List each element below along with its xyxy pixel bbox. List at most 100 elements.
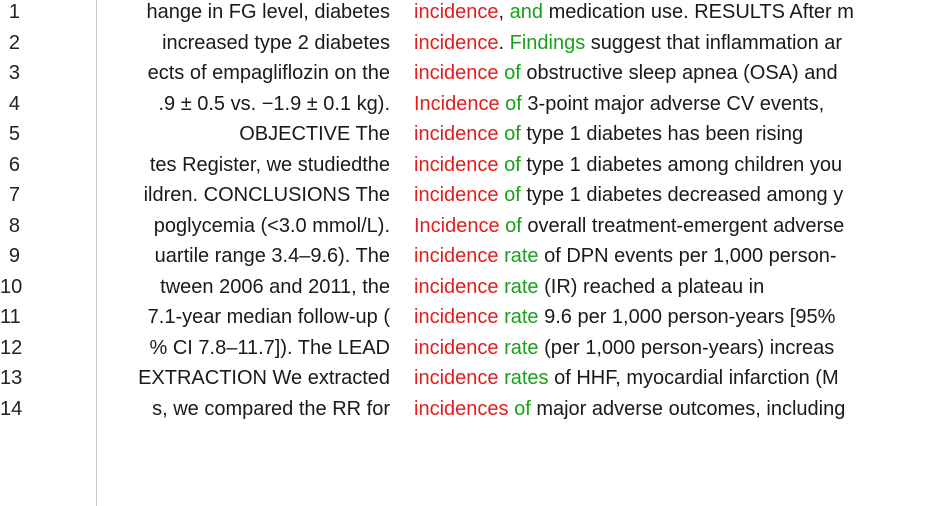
keyword: incidence — [414, 123, 499, 145]
line-number: 13 — [0, 367, 23, 389]
left-context-text: OBJECTIVE The — [239, 123, 390, 145]
right-context: suggest that inflammation ar — [585, 31, 843, 54]
keyword-context: incidence of type 1 diabetes decreased a… — [414, 180, 945, 210]
left-context-text: increased type 2 diabetes — [162, 31, 390, 54]
line-number: 3 — [8, 62, 20, 84]
line-number: 9 — [8, 245, 20, 267]
right-context: overall treatment-emergent adverse — [521, 214, 845, 237]
concordance-line[interactable]: 14 s, we compared the RR for incidences of… — [0, 394, 945, 424]
right-context: medication use. RESULTS After m — [543, 1, 854, 23]
left-context-text: tes Register, we studiedthe — [149, 153, 390, 176]
keyword-context: incidence rate of DPN events per 1,000 p… — [414, 241, 945, 271]
keyword: incidences — [414, 397, 509, 420]
concordance-line[interactable]: 3 ects of empagliflozin on the incidence o… — [0, 58, 945, 88]
line-number: 8 — [8, 214, 20, 237]
line-number: 2 — [8, 31, 20, 54]
collocate: rate — [498, 336, 539, 359]
line-number: 11 — [0, 306, 21, 328]
collocate: rates — [498, 367, 549, 389]
right-context: type 1 diabetes decreased among y — [520, 184, 844, 206]
keyword-context: Incidence of overall treatment-emergent … — [414, 211, 945, 241]
line-number: 5 — [8, 123, 20, 145]
left-context: hange in FG level, diabetes — [97, 0, 391, 27]
collocate: of — [498, 153, 521, 176]
keyword: Incidence — [414, 214, 500, 237]
right-context: major adverse outcomes, including — [530, 397, 846, 420]
collocate: rate — [498, 245, 539, 267]
right-context: of DPN events per 1,000 person- — [538, 245, 837, 267]
concordance-line[interactable]: 1 hange in FG level, diabetes incidence, a… — [0, 0, 945, 27]
right-context: type 1 diabetes among children you — [520, 153, 843, 176]
keyword-context: Incidence of 3-point major adverse CV ev… — [414, 89, 945, 119]
left-context: tes Register, we studiedthe — [97, 150, 390, 180]
line-number: 7 — [8, 184, 20, 206]
right-context: (per 1,000 person-years) increas — [538, 336, 835, 359]
collocate: of — [498, 123, 521, 145]
keyword: incidence — [414, 1, 499, 23]
left-context-text: hange in FG level, diabetes — [146, 1, 391, 23]
collocate: of — [499, 92, 522, 115]
line-number: 4 — [8, 92, 20, 115]
concordance-line[interactable]: 8 poglycemia (<3.0 mmol/L). Incidence of o… — [0, 211, 945, 241]
keyword: incidence — [414, 367, 499, 389]
line-number: 12 — [0, 336, 23, 359]
keyword: incidence — [414, 62, 499, 84]
right-context: 9.6 per 1,000 person-years [95% — [538, 306, 836, 328]
concordance-line[interactable]: 13 EXTRACTION We extracted incidence rates… — [0, 363, 945, 393]
keyword-context: incidence, and medication use. RESULTS A… — [414, 0, 945, 27]
keyword: incidence — [414, 245, 499, 267]
collocate: , and — [498, 1, 544, 23]
keyword-context: incidence of obstructive sleep apnea (OS… — [414, 58, 945, 88]
concordance-line[interactable]: 6 tes Register, we studiedthe incidence of… — [0, 150, 945, 180]
collocate: of — [499, 214, 522, 237]
left-context-text: poglycemia (<3.0 mmol/L). — [153, 214, 390, 237]
left-context: 7.1-year median follow-up ( — [97, 302, 390, 332]
concordance-line[interactable]: 2 increased type 2 diabetes incidence. Fin… — [0, 28, 945, 58]
line-number: 1 — [8, 1, 20, 23]
left-context: ects of empagliflozin on the — [97, 58, 390, 88]
left-context: s, we compared the RR for — [97, 394, 390, 424]
collocate: rate — [498, 275, 539, 298]
concordance-line[interactable]: 12 % CI 7.8–11.7]). The LEAD incidence rat… — [0, 333, 945, 363]
concordance-line[interactable]: 7 ildren. CONCLUSIONS The incidence of typ… — [0, 180, 945, 210]
concordance-line[interactable]: 4 .9 ± 0.5 vs. −1.9 ± 0.1 kg). Incidence o… — [0, 89, 945, 119]
line-number: 6 — [8, 153, 20, 176]
keyword-context: incidence rates of HHF, myocardial infar… — [414, 363, 945, 393]
keyword-context: incidence of type 1 diabetes has been ri… — [414, 119, 945, 149]
left-context-text: % CI 7.8–11.7]). The LEAD — [149, 336, 391, 359]
left-context-text: .9 ± 0.5 vs. −1.9 ± 0.1 kg). — [158, 92, 390, 115]
left-context: uartile range 3.4–9.6). The — [97, 241, 390, 271]
keyword: incidence — [414, 275, 499, 298]
line-number: 10 — [0, 275, 23, 298]
concordance-line[interactable]: 9 uartile range 3.4–9.6). The incidence ra… — [0, 241, 945, 271]
left-context: tween 2006 and 2011, the — [97, 272, 390, 302]
line-number: 14 — [0, 397, 23, 420]
concordance-line[interactable]: 10 tween 2006 and 2011, the incidence rate… — [0, 272, 945, 302]
keyword-context: incidence rate 9.6 per 1,000 person-year… — [414, 302, 945, 332]
right-context: type 1 diabetes has been rising — [520, 123, 804, 145]
left-context: ildren. CONCLUSIONS The — [97, 180, 390, 210]
keyword: incidence — [414, 153, 499, 176]
concordance-line[interactable]: 5 OBJECTIVE The incidence of type 1 diabet… — [0, 119, 945, 149]
keyword: incidence — [414, 31, 499, 54]
collocate: of — [508, 397, 531, 420]
keyword-context: incidence rate (IR) reached a plateau in — [414, 272, 945, 302]
column-divider — [96, 0, 97, 506]
right-context: (IR) reached a plateau in — [538, 275, 765, 298]
concordance-line[interactable]: 11 7.1-year median follow-up ( incidence r… — [0, 302, 945, 332]
left-context-text: tween 2006 and 2011, the — [160, 275, 390, 298]
left-context-text: 7.1-year median follow-up ( — [147, 306, 390, 328]
left-context-text: uartile range 3.4–9.6). The — [154, 245, 390, 267]
right-context: 3-point major adverse CV events, — [521, 92, 825, 115]
collocate: of — [498, 184, 521, 206]
keyword: incidence — [414, 306, 499, 328]
left-context: EXTRACTION We extracted — [97, 363, 390, 393]
left-context-text: s, we compared the RR for — [152, 397, 390, 420]
left-context: % CI 7.8–11.7]). The LEAD — [97, 333, 391, 363]
left-context: increased type 2 diabetes — [97, 28, 390, 58]
collocate: rate — [498, 306, 539, 328]
keyword: incidence — [414, 336, 499, 359]
keyword-context: incidences of major adverse outcomes, in… — [414, 394, 945, 424]
left-context-text: ects of empagliflozin on the — [147, 62, 390, 84]
